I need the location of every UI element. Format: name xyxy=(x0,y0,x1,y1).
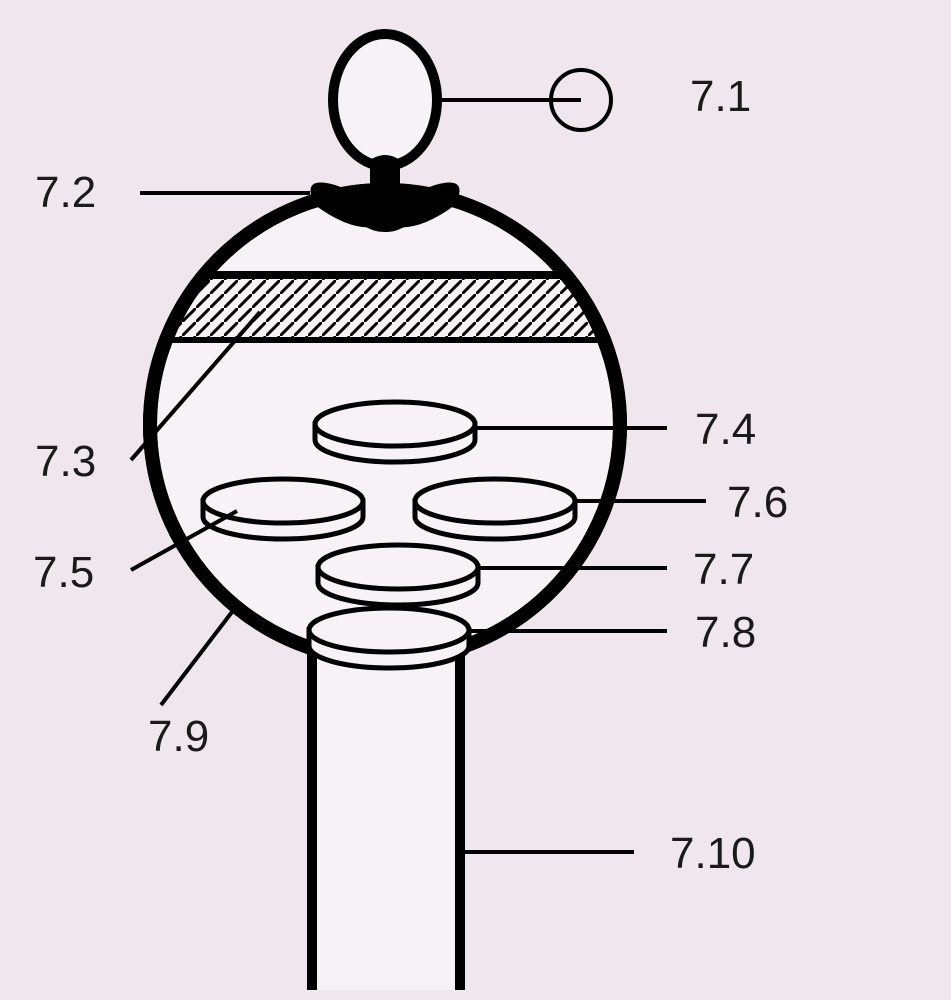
label-7-2: 7.2 xyxy=(35,168,96,218)
label-7-3: 7.3 xyxy=(35,437,96,487)
label-7-6: 7.6 xyxy=(727,478,788,528)
label-7-5: 7.5 xyxy=(33,548,94,598)
label-7-1: 7.1 xyxy=(690,72,751,122)
label-7-9: 7.9 xyxy=(148,712,209,762)
diagram-container: 7.1 7.2 7.3 7.4 7.5 7.6 7.7 7.8 7.9 7.10 xyxy=(0,0,951,1000)
technical-diagram-svg xyxy=(0,0,951,1000)
label-7-7: 7.7 xyxy=(693,545,754,595)
label-7-10: 7.10 xyxy=(670,829,756,879)
label-7-8: 7.8 xyxy=(695,608,756,658)
label-7-4: 7.4 xyxy=(695,405,756,455)
